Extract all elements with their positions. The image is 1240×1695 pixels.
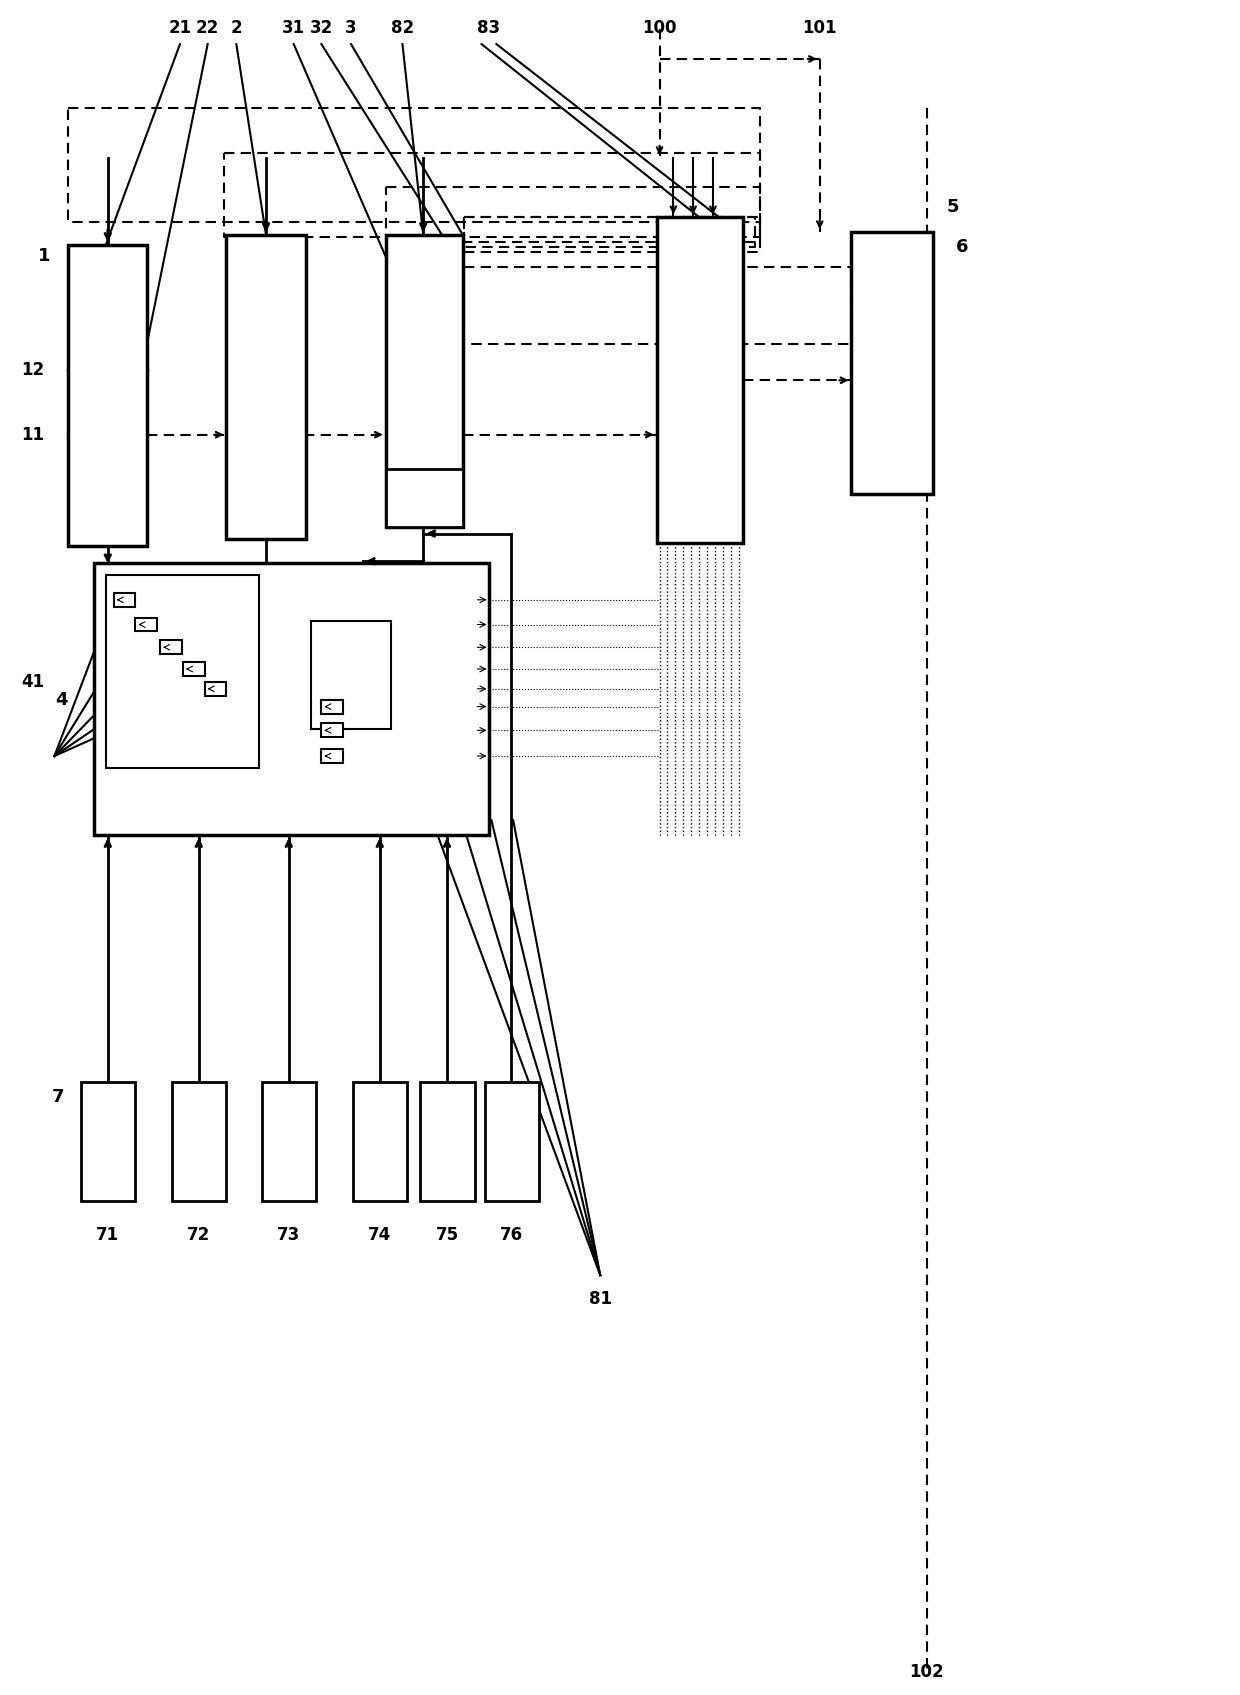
Text: 12: 12: [21, 361, 45, 380]
Text: 71: 71: [97, 1225, 119, 1244]
Bar: [386, 470, 463, 527]
Bar: [420, 1083, 475, 1202]
Text: 100: 100: [642, 19, 677, 37]
Text: 21: 21: [169, 19, 191, 37]
Text: 41: 41: [21, 673, 45, 692]
Bar: [172, 1083, 227, 1202]
Text: 76: 76: [500, 1225, 523, 1244]
Bar: [353, 1083, 408, 1202]
Bar: [321, 724, 343, 737]
Bar: [227, 236, 305, 539]
Bar: [386, 236, 463, 527]
Bar: [852, 232, 934, 493]
Text: 1: 1: [38, 247, 51, 264]
Bar: [68, 244, 148, 546]
Bar: [114, 593, 135, 607]
Text: 102: 102: [909, 1663, 944, 1680]
Text: 73: 73: [277, 1225, 300, 1244]
Bar: [81, 1083, 135, 1202]
Text: 6: 6: [956, 237, 968, 256]
Text: 3: 3: [345, 19, 357, 37]
Bar: [205, 681, 227, 695]
Bar: [321, 700, 343, 714]
Bar: [657, 217, 743, 544]
Text: 11: 11: [21, 425, 45, 444]
Text: 75: 75: [435, 1225, 459, 1244]
Bar: [485, 1083, 539, 1202]
Bar: [321, 749, 343, 763]
Text: 7: 7: [52, 1088, 64, 1107]
Text: 4: 4: [55, 690, 67, 709]
Text: 83: 83: [477, 19, 500, 37]
Text: 72: 72: [187, 1225, 211, 1244]
Text: 22: 22: [196, 19, 219, 37]
Bar: [94, 563, 490, 836]
Text: 2: 2: [231, 19, 242, 37]
Bar: [311, 620, 391, 729]
Text: 82: 82: [391, 19, 414, 37]
Bar: [160, 641, 182, 654]
Bar: [262, 1083, 316, 1202]
Text: 101: 101: [802, 19, 837, 37]
Bar: [184, 663, 205, 676]
Bar: [135, 617, 157, 632]
Text: 32: 32: [310, 19, 334, 37]
Text: 5: 5: [946, 198, 959, 217]
Text: 74: 74: [368, 1225, 392, 1244]
Bar: [105, 575, 259, 768]
Text: 81: 81: [589, 1290, 611, 1309]
Text: 31: 31: [283, 19, 305, 37]
